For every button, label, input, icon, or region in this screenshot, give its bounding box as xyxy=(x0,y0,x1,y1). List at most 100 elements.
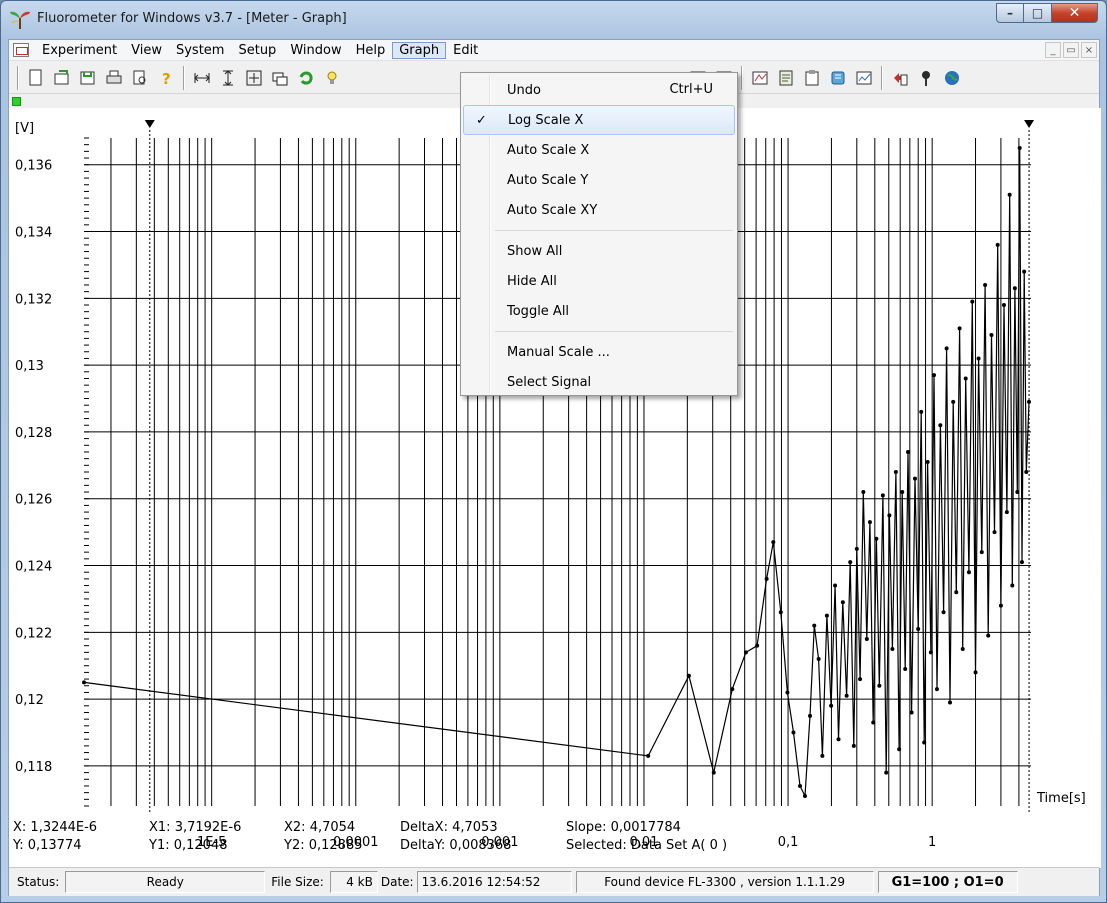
y-axis-label: [V] xyxy=(15,121,34,136)
readout-y1: Y1: 0,12048 xyxy=(149,838,228,853)
x-tick-label: 1E-5 xyxy=(197,835,226,850)
data-point xyxy=(1022,269,1027,274)
menu-setup[interactable]: Setup xyxy=(238,42,277,58)
data-point xyxy=(941,610,946,615)
menu-separator xyxy=(495,331,733,332)
data-point xyxy=(854,546,859,551)
x-tick-label: 1 xyxy=(928,835,936,850)
menu-item-label: Toggle All xyxy=(507,303,570,319)
data-point xyxy=(833,583,838,588)
maximize-button[interactable]: □ xyxy=(1024,3,1052,23)
data-point xyxy=(928,650,933,655)
data-point xyxy=(1019,560,1024,565)
menu-window[interactable]: Window xyxy=(290,42,342,58)
menu-edit[interactable]: Edit xyxy=(453,42,479,58)
menu-item-auto-scale-x[interactable]: Auto Scale X xyxy=(463,135,735,165)
window-title: Fluorometer for Windows v3.7 - [Meter - … xyxy=(37,11,347,26)
menu-item-label: Show All xyxy=(507,243,563,259)
menu-item-label: Auto Scale XY xyxy=(507,202,598,218)
menu-item-select-signal[interactable]: Select Signal xyxy=(463,367,735,397)
bulb-icon[interactable] xyxy=(321,67,343,89)
y-tick-label: 0,126 xyxy=(15,493,52,508)
menu-system[interactable]: System xyxy=(175,42,225,58)
graph-canvas[interactable]: 0,118 0,12 0,122 0,124 0,126 0,128 0,13 0,132 0,… xyxy=(9,108,1101,868)
readout-selected: Selected: Data Set A( 0 ) xyxy=(566,838,728,853)
data-point xyxy=(925,459,930,464)
data-point xyxy=(922,740,927,745)
data-point xyxy=(874,536,879,541)
filesize-value: 4 kB xyxy=(329,871,378,893)
book-icon[interactable] xyxy=(827,67,849,89)
toolbar-separator xyxy=(183,65,185,90)
caption-buttons: – □ ✕ xyxy=(996,3,1098,23)
mdi-close-button[interactable]: × xyxy=(1081,42,1097,58)
data-point xyxy=(938,423,943,428)
fit-x-icon[interactable] xyxy=(191,67,213,89)
title-bar[interactable]: Fluorometer for Windows v3.7 - [Meter - … xyxy=(1,1,1106,39)
data-point xyxy=(976,356,981,361)
close-button[interactable]: ✕ xyxy=(1052,3,1098,23)
plant-icon[interactable] xyxy=(915,67,937,89)
data-point xyxy=(82,680,86,685)
date-label: Date: xyxy=(380,875,414,889)
x-tick-label: 0,001 xyxy=(481,835,518,850)
data-point xyxy=(686,673,691,678)
data-point xyxy=(1017,146,1022,151)
import-icon[interactable] xyxy=(889,67,911,89)
menu-bar: Experiment View System Setup Window Help… xyxy=(9,40,1099,61)
menu-item-undo[interactable]: Undo Ctrl+U xyxy=(463,75,735,105)
save-icon[interactable] xyxy=(77,67,99,89)
data-point xyxy=(932,373,937,378)
menu-item-log-scale-x[interactable]: ✓ Log Scale X xyxy=(463,105,735,135)
data-point xyxy=(995,242,1000,247)
data-point xyxy=(1007,192,1012,197)
data-point xyxy=(973,670,978,675)
data-point xyxy=(900,490,905,495)
menu-experiment[interactable]: Experiment xyxy=(42,42,118,58)
data-point xyxy=(812,623,817,628)
open-icon[interactable] xyxy=(51,67,73,89)
fit-xy-icon[interactable] xyxy=(243,67,265,89)
readout-y2: Y2: 0,12885 xyxy=(284,838,363,853)
menu-item-auto-scale-y[interactable]: Auto Scale Y xyxy=(463,165,735,195)
data-point xyxy=(1027,399,1031,404)
new-icon[interactable] xyxy=(25,67,47,89)
data-point xyxy=(730,687,735,692)
print-preview-icon[interactable] xyxy=(129,67,151,89)
cursor-marker-x2 xyxy=(1024,120,1035,128)
menu-view[interactable]: View xyxy=(131,42,162,58)
mdi-minimize-button[interactable]: _ xyxy=(1045,42,1061,58)
notes-icon[interactable] xyxy=(775,67,797,89)
chart-edit-icon[interactable] xyxy=(853,67,875,89)
menu-graph[interactable]: Graph xyxy=(392,41,447,59)
menu-help[interactable]: Help xyxy=(355,42,386,58)
menu-item-show-all[interactable]: Show All xyxy=(463,236,735,266)
mdi-restore-button[interactable]: ▭ xyxy=(1063,42,1079,58)
menu-item-auto-scale-xy[interactable]: Auto Scale XY xyxy=(463,195,735,225)
data-point xyxy=(1015,490,1020,495)
menu-item-label: Manual Scale ... xyxy=(507,344,610,360)
print-icon[interactable] xyxy=(103,67,125,89)
data-point xyxy=(912,476,917,481)
data-point xyxy=(909,710,914,715)
data-point xyxy=(903,667,908,672)
fit-y-icon[interactable] xyxy=(217,67,239,89)
clip-icon[interactable] xyxy=(801,67,823,89)
mdi-caption-buttons: _ ▭ × xyxy=(1045,42,1097,58)
document-icon[interactable] xyxy=(13,43,29,57)
check-icon: ✓ xyxy=(476,113,487,128)
help-icon[interactable]: ? xyxy=(155,67,177,89)
y-tick-label: 0,13 xyxy=(15,359,44,374)
menu-item-manual-scale[interactable]: Manual Scale ... xyxy=(463,337,735,367)
data-point xyxy=(983,282,988,287)
undo-icon[interactable] xyxy=(295,67,317,89)
device-info: Found device FL-3300 , version 1.1.1.29 xyxy=(575,871,874,893)
data-point xyxy=(893,470,898,474)
copy-icon[interactable] xyxy=(269,67,291,89)
menu-item-toggle-all[interactable]: Toggle All xyxy=(463,296,735,326)
minimize-button[interactable]: – xyxy=(996,3,1024,23)
export-icon[interactable] xyxy=(749,67,771,89)
cursor-marker-x1 xyxy=(144,120,155,128)
globe-icon[interactable] xyxy=(941,67,963,89)
menu-item-hide-all[interactable]: Hide All xyxy=(463,266,735,296)
